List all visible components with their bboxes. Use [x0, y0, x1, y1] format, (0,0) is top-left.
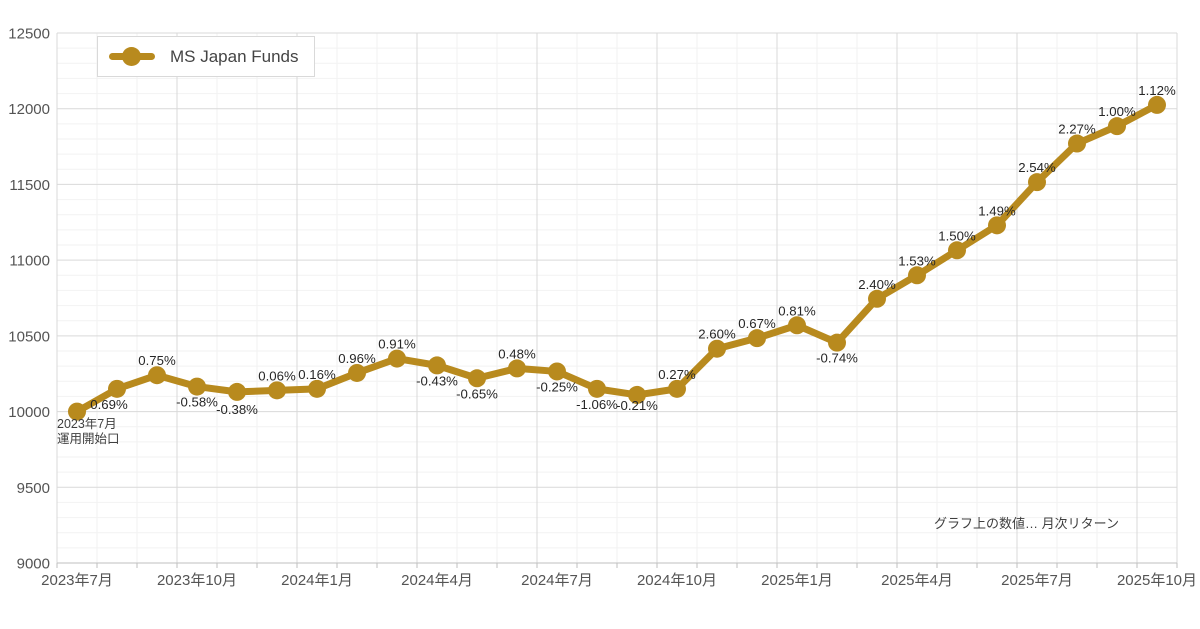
data-label: -0.58%: [176, 395, 218, 410]
data-label: 0.67%: [738, 316, 776, 331]
axis: [56, 562, 1178, 568]
x-tick-label: 2025年4月: [881, 572, 953, 589]
x-tick-label: 2023年10月: [157, 572, 237, 589]
data-label: -1.06%: [576, 397, 618, 412]
y-tick-label: 12000: [8, 101, 50, 118]
data-label: -0.21%: [616, 398, 658, 413]
data-label: 0.91%: [378, 337, 416, 352]
data-label: -0.25%: [536, 379, 578, 394]
data-point: [1068, 134, 1086, 153]
x-tick-label: 2025年1月: [761, 572, 833, 589]
gridlines-minor: [57, 33, 1177, 563]
legend-series-label: MS Japan Funds: [170, 46, 299, 66]
x-tick-label: 2024年4月: [401, 572, 473, 589]
data-point: [228, 382, 246, 401]
data-label: -0.65%: [456, 386, 498, 401]
data-label: 0.81%: [778, 303, 816, 318]
data-label: 2.40%: [858, 277, 896, 292]
data-point: [588, 379, 606, 398]
data-point: [68, 402, 86, 421]
x-tick-label: 2025年10月: [1117, 572, 1197, 589]
data-point: [628, 385, 646, 404]
data-label: 1.50%: [938, 228, 976, 243]
legend-line-marker-icon: [109, 47, 155, 66]
data-label: 1.12%: [1138, 83, 1176, 98]
data-label: -0.38%: [216, 402, 258, 417]
data-label: 0.27%: [658, 367, 696, 382]
data-label: 0.16%: [298, 367, 336, 382]
x-tick-label: 2024年10月: [637, 572, 717, 589]
y-tick-label: 10500: [8, 328, 50, 345]
data-label: 1.49%: [978, 203, 1016, 218]
data-point: [268, 381, 286, 400]
y-tick-label: 9000: [17, 556, 50, 573]
data-point: [148, 366, 166, 385]
legend-dot-icon: [122, 47, 141, 66]
data-label: 2.27%: [1058, 122, 1096, 137]
x-tick-label: 2024年1月: [281, 572, 353, 589]
data-point: [1148, 95, 1166, 114]
data-point: [708, 339, 726, 358]
data-point: [508, 359, 526, 378]
data-point: [388, 349, 406, 368]
series-line-path: [73, 101, 1161, 416]
data-label: 2.60%: [698, 327, 736, 342]
data-labels: 0.69% 0.75% -0.58%-0.38% 0.06% 0.16%0.96%0.9…: [90, 83, 1176, 417]
y-axis-labels: 9000 9500 10000 10500 11000 11500 12000 12500: [8, 26, 50, 573]
data-label: -0.74%: [816, 351, 858, 366]
data-label: 1.53%: [898, 253, 936, 268]
data-point: [548, 362, 566, 381]
y-tick-label: 12500: [8, 26, 50, 43]
data-point: [308, 379, 326, 398]
data-point: [908, 266, 926, 285]
x-tick-label: 2025年7月: [1001, 572, 1073, 589]
data-point: [788, 316, 806, 335]
data-points: [68, 95, 1166, 421]
data-point: [828, 333, 846, 352]
data-point: [988, 216, 1006, 235]
data-label: 2.54%: [1018, 160, 1056, 175]
data-point: [1108, 117, 1126, 136]
y-tick-label: 11500: [9, 177, 50, 194]
data-point: [1028, 173, 1046, 192]
data-point: [948, 241, 966, 260]
y-tick-label: 9500: [17, 480, 50, 497]
x-tick-label: 2024年7月: [521, 572, 593, 589]
data-point: [668, 379, 686, 398]
series-start-annotation: 2023年7月 運用開始口: [57, 417, 120, 447]
data-label: 1.00%: [1098, 104, 1136, 119]
annotation-line-2: 運用開始口: [57, 432, 120, 446]
data-point: [748, 329, 766, 348]
footnote-text: グラフ上の数値… 月次リターン: [934, 516, 1119, 531]
data-point: [428, 356, 446, 375]
x-axis-labels: 2023年7月 2023年10月 2024年1月 2024年4月 2024年7月 2024…: [41, 572, 1197, 589]
data-point: [188, 377, 206, 396]
series-line: [73, 101, 1161, 416]
data-point: [108, 379, 126, 398]
data-label: 0.06%: [258, 368, 296, 383]
data-point: [348, 363, 366, 382]
x-tick-label: 2023年7月: [41, 572, 113, 589]
y-tick-label: 10000: [8, 404, 50, 421]
data-label: -0.43%: [416, 373, 458, 388]
data-label: 0.96%: [338, 351, 376, 366]
data-label: 0.75%: [138, 353, 176, 368]
chart-legend: MS Japan Funds: [97, 36, 315, 77]
data-point: [868, 289, 886, 308]
data-label: 0.48%: [498, 346, 536, 361]
data-point: [468, 369, 486, 388]
data-label: 0.69%: [90, 397, 128, 412]
annotation-line-1: 2023年7月: [57, 417, 117, 431]
y-tick-label: 11000: [9, 253, 50, 270]
